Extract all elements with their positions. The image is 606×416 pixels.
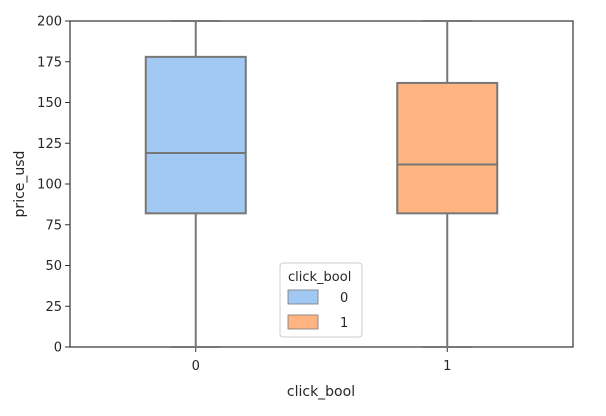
y-tick-label-2: 50 (45, 259, 62, 274)
y-axis: 0 25 50 75 100 125 150 175 200 (37, 15, 70, 356)
y-tick-label-6: 150 (37, 96, 62, 111)
legend-swatch-1 (287, 314, 319, 330)
boxes-group (144, 20, 499, 348)
legend-entry-0: 0 (340, 291, 348, 306)
x-axis-label: click_bool (287, 384, 355, 400)
legend-swatch-0 (287, 289, 319, 305)
y-tick-label-4: 100 (37, 178, 62, 193)
y-tick-label-1: 25 (45, 300, 62, 315)
legend: click_bool 0 1 (279, 262, 363, 338)
legend-entry-1: 1 (340, 316, 348, 331)
y-tick-label-0: 0 (54, 341, 62, 356)
y-axis-label: price_usd (12, 151, 28, 218)
y-tick-label-3: 75 (45, 218, 62, 233)
box-1 (396, 81, 499, 215)
y-tick-label-5: 125 (37, 137, 62, 152)
legend-title: click_bool (288, 270, 351, 285)
y-tick-label-8: 200 (37, 15, 62, 30)
box-0 (144, 55, 247, 215)
y-tick-label-7: 175 (37, 55, 62, 70)
x-tick-label-1: 1 (443, 359, 451, 374)
x-tick-label-0: 0 (192, 359, 200, 374)
